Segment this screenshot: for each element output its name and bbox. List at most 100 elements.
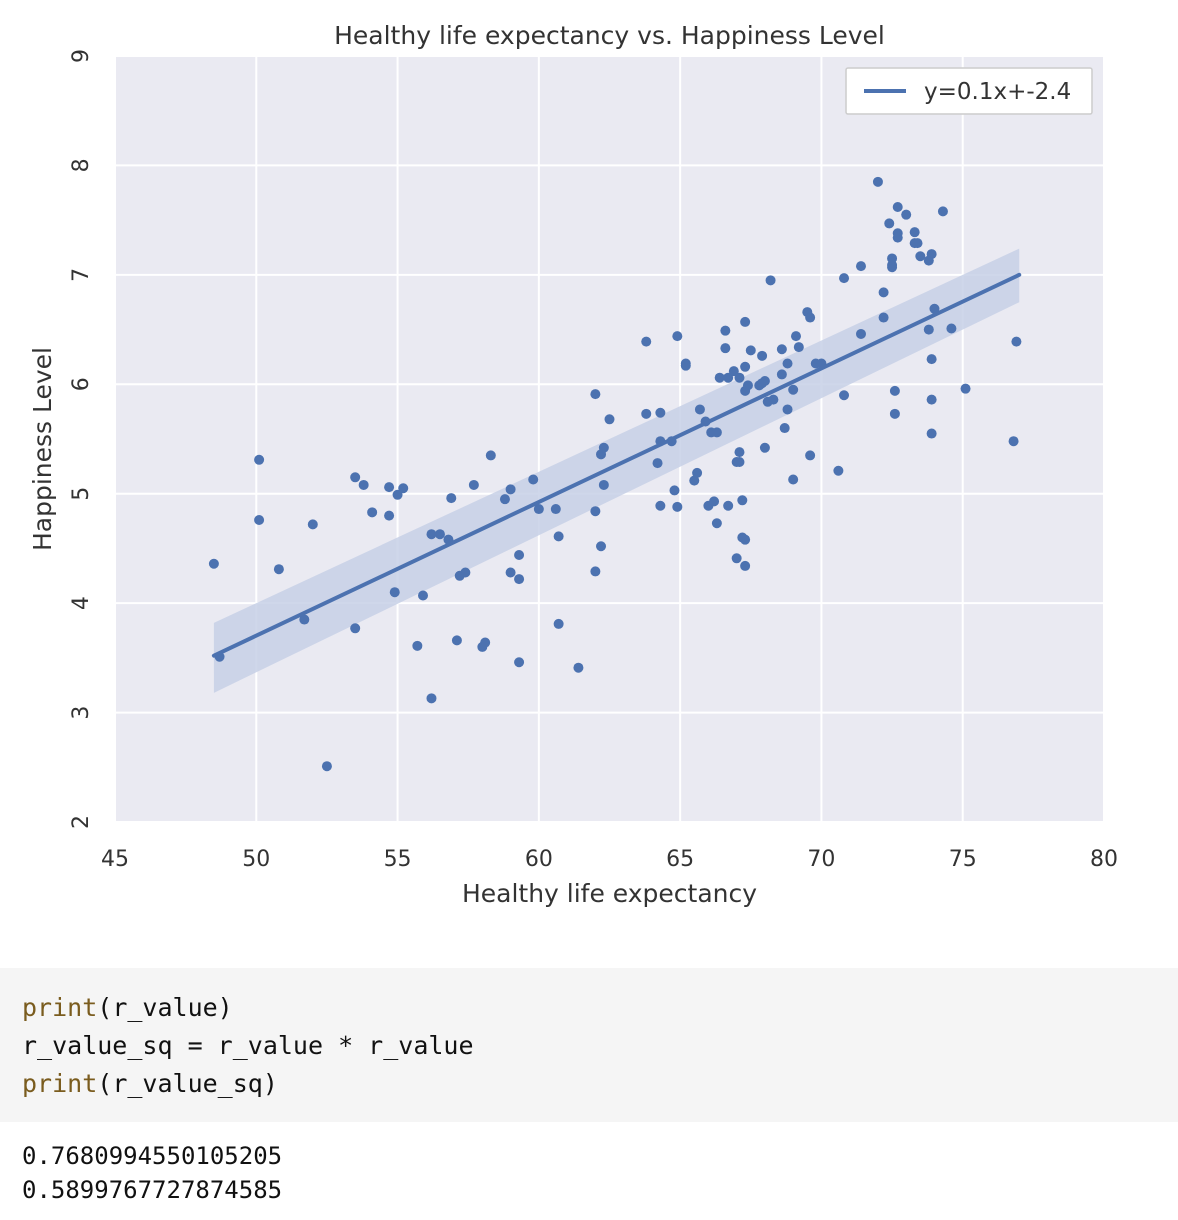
data-point bbox=[946, 323, 957, 334]
data-point bbox=[790, 331, 801, 342]
data-point bbox=[590, 566, 601, 577]
data-point bbox=[768, 394, 779, 405]
data-point bbox=[553, 531, 564, 542]
code-cell[interactable] bbox=[0, 968, 1178, 1122]
data-point bbox=[367, 507, 378, 518]
data-point bbox=[734, 372, 745, 383]
x-tick-label: 45 bbox=[101, 847, 129, 872]
data-point bbox=[805, 312, 816, 323]
regression-line bbox=[211, 272, 1022, 658]
data-point bbox=[740, 361, 751, 372]
data-point bbox=[740, 534, 751, 545]
data-point bbox=[485, 450, 496, 461]
data-point bbox=[788, 384, 799, 395]
data-point bbox=[350, 623, 361, 634]
data-point bbox=[384, 510, 395, 521]
data-point bbox=[208, 558, 219, 569]
data-point bbox=[711, 427, 722, 438]
code-line-2: r_value_sq = r_value * r_value bbox=[22, 1031, 474, 1060]
data-point bbox=[598, 442, 609, 453]
data-point bbox=[937, 206, 948, 217]
legend: y=0.1x+-2.4 bbox=[845, 67, 1093, 115]
data-point bbox=[720, 325, 731, 336]
data-point bbox=[737, 495, 748, 506]
data-point bbox=[909, 227, 920, 238]
data-point bbox=[669, 485, 680, 496]
code-line-3: print(r_value_sq) bbox=[22, 1069, 278, 1099]
data-point bbox=[680, 358, 691, 369]
data-point bbox=[759, 442, 770, 453]
data-point bbox=[887, 262, 898, 273]
data-point bbox=[757, 350, 768, 361]
data-point bbox=[598, 479, 609, 490]
data-point bbox=[723, 500, 734, 511]
legend-box bbox=[845, 67, 1093, 115]
data-point bbox=[528, 474, 539, 485]
data-point bbox=[788, 474, 799, 485]
data-point bbox=[254, 514, 265, 525]
data-point bbox=[776, 369, 787, 380]
y-tick-label: 9 bbox=[69, 49, 94, 63]
y-tick-label: 8 bbox=[69, 158, 94, 172]
x-tick-label: 50 bbox=[242, 847, 270, 872]
code-text: (r_value) bbox=[97, 993, 233, 1022]
x-tick-label: 65 bbox=[666, 847, 694, 872]
code-text: (r_value_sq) bbox=[97, 1069, 278, 1098]
plot-area bbox=[115, 56, 1104, 822]
data-point bbox=[805, 450, 816, 461]
data-point bbox=[321, 761, 332, 772]
chart-title: Healthy life expectancy vs. Happiness Le… bbox=[334, 21, 885, 50]
data-point bbox=[499, 494, 510, 505]
data-point bbox=[889, 408, 900, 419]
data-point bbox=[514, 657, 525, 668]
data-point bbox=[926, 428, 937, 439]
data-point bbox=[460, 567, 471, 578]
data-point bbox=[480, 637, 491, 648]
data-point bbox=[533, 504, 544, 515]
data-point bbox=[451, 635, 462, 646]
data-point bbox=[901, 209, 912, 220]
data-point bbox=[731, 553, 742, 564]
data-point bbox=[923, 324, 934, 335]
data-point bbox=[889, 385, 900, 396]
data-point bbox=[468, 479, 479, 490]
data-point bbox=[776, 344, 787, 355]
data-point bbox=[878, 312, 889, 323]
data-point bbox=[720, 343, 731, 354]
data-point bbox=[655, 407, 666, 418]
y-axis-label: Happiness Level bbox=[28, 347, 57, 551]
data-point bbox=[929, 303, 940, 314]
data-point bbox=[590, 506, 601, 517]
data-point bbox=[765, 275, 776, 286]
x-axis-label: Healthy life expectancy bbox=[462, 879, 757, 908]
data-point bbox=[641, 336, 652, 347]
data-point bbox=[299, 614, 310, 625]
data-point bbox=[892, 202, 903, 213]
data-point bbox=[734, 456, 745, 467]
data-point bbox=[254, 454, 265, 465]
data-point bbox=[884, 218, 895, 229]
data-point bbox=[855, 261, 866, 272]
data-point bbox=[742, 380, 753, 391]
x-tick-label: 60 bbox=[525, 847, 553, 872]
data-point bbox=[782, 404, 793, 415]
code-line-1: print(r_value) bbox=[22, 993, 233, 1023]
data-point bbox=[723, 372, 734, 383]
data-point bbox=[740, 560, 751, 571]
data-point bbox=[833, 465, 844, 476]
data-point bbox=[855, 328, 866, 339]
print-keyword: print bbox=[22, 993, 98, 1022]
data-point bbox=[745, 345, 756, 356]
x-tick-label: 80 bbox=[1090, 847, 1118, 872]
data-point bbox=[604, 414, 615, 425]
y-tick-label: 4 bbox=[69, 596, 94, 610]
data-point bbox=[960, 383, 971, 394]
data-point bbox=[926, 394, 937, 405]
data-point bbox=[915, 251, 926, 262]
data-point bbox=[426, 693, 437, 704]
data-point bbox=[514, 549, 525, 560]
data-point bbox=[887, 253, 898, 264]
legend-label: y=0.1x+-2.4 bbox=[924, 79, 1071, 105]
data-point bbox=[793, 342, 804, 353]
